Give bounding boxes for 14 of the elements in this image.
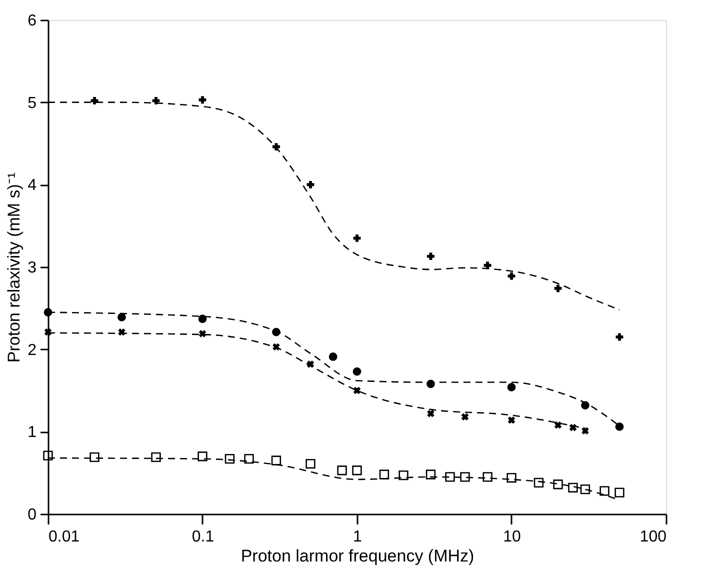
x-tick-label: 0.01: [48, 528, 80, 546]
x-tick-label: 0.1: [192, 528, 214, 546]
y-tick-label: 6: [28, 12, 37, 30]
y-tick-label: 4: [28, 177, 37, 194]
y-tick-label: 1: [28, 424, 37, 442]
y-tick-label: 2: [28, 342, 37, 359]
x-axis-title: Proton larmor frequency (MHz): [240, 546, 474, 566]
y-tick-label: 5: [28, 94, 37, 112]
y-tick-label: 3: [28, 260, 37, 276]
x-tick-label: 100: [640, 528, 667, 546]
x-tick-label: 10: [503, 528, 521, 546]
x-tick-label: 1: [353, 528, 362, 546]
y-tick-label: 0: [28, 506, 37, 524]
y-axis-title: Proton relaxivity (mM s)⁻¹: [4, 172, 24, 363]
